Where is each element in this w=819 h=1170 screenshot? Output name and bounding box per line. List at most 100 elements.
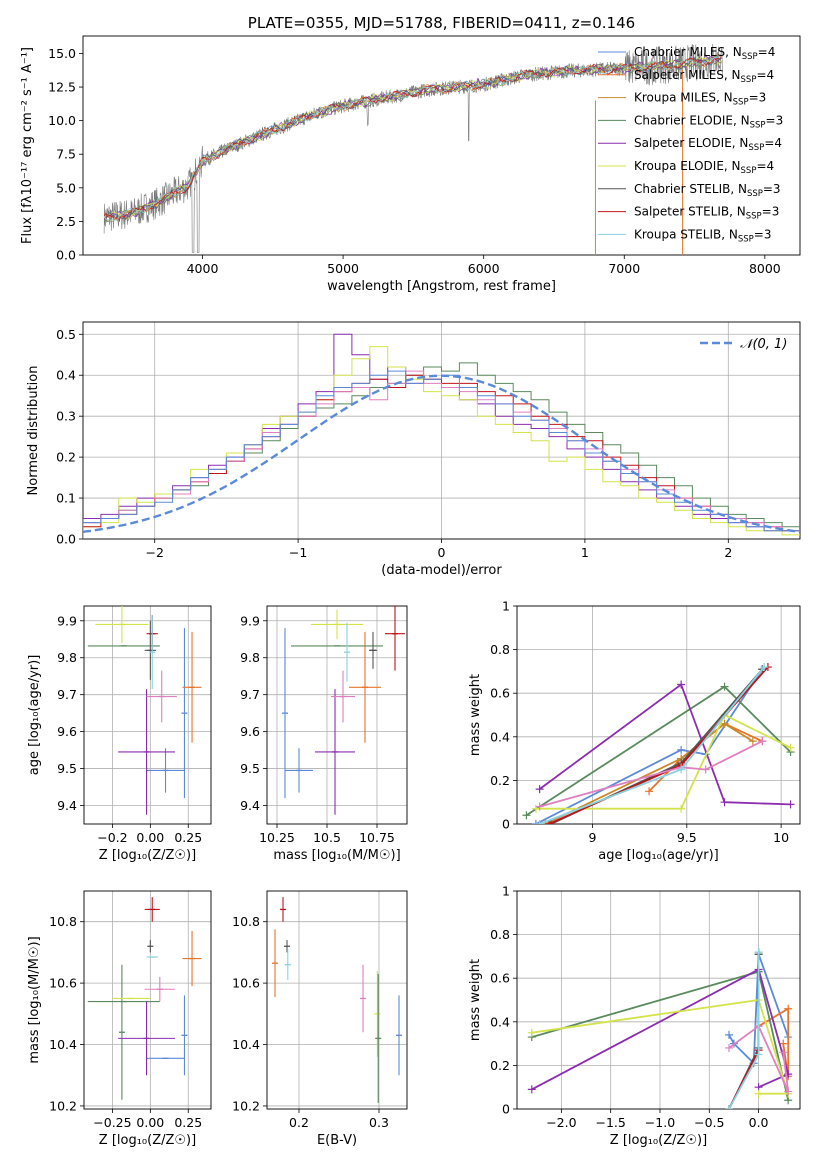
data-point — [779, 1048, 788, 1057]
x-tick-label: 4000 — [187, 261, 219, 276]
data-point — [545, 820, 554, 824]
x-tick-label: 1 — [581, 545, 589, 560]
plot-area — [282, 606, 405, 815]
data-point — [720, 682, 729, 691]
legend-entry: Kroupa STELIB, NSSP=3 — [634, 227, 772, 244]
series-line — [728, 1024, 790, 1092]
y-tick-label: 2.5 — [56, 214, 76, 229]
x-tick-label: 5000 — [327, 261, 359, 276]
y-tick-label: 0.2 — [490, 1058, 510, 1073]
histogram-series — [83, 370, 800, 539]
data-point — [535, 785, 544, 794]
axes-frame — [82, 321, 801, 540]
data-point — [677, 745, 686, 754]
plot-area — [103, 43, 723, 255]
x-axis-label: Z [log₁₀(Z/Z☉)] — [99, 1133, 196, 1148]
legend-entry: Chabrier MILES, NSSP=4 — [634, 45, 775, 62]
x-tick-label: 0.2 — [289, 1115, 309, 1130]
legend-entry: Salpeter STELIB, NSSP=3 — [634, 205, 779, 222]
data-point — [779, 1039, 788, 1048]
panel-age_vs_Z: −0.2 0.00 0.25 9.4 9.5 9.6 9.7 9.8 9.9 Z [log₁₀(Z… — [27, 605, 212, 863]
data-point — [784, 1004, 793, 1013]
x-tick-label: 9 — [588, 830, 596, 845]
grid — [84, 891, 211, 1109]
x-tick-label: 0 — [438, 545, 446, 560]
grid — [267, 891, 407, 1109]
legend-entry: Chabrier STELIB, NSSP=3 — [634, 182, 781, 199]
axes-frame — [516, 890, 801, 1110]
x-axis-label: (data-model)/error — [381, 563, 502, 578]
legend: Chabrier MILES, NSSP=4 Salpeter MILES, NS… — [598, 45, 783, 244]
legend-entry: Kroupa ELODIE, NSSP=4 — [634, 159, 774, 176]
plot-area — [272, 897, 402, 1103]
data-point — [760, 663, 769, 672]
y-tick-label: 9.6 — [57, 724, 77, 739]
model-spectrum-line — [103, 56, 722, 222]
x-tick-label: 8000 — [749, 261, 781, 276]
y-axis-label: age [log₁₀(age/yr)] — [27, 655, 42, 776]
x-tick-label: 0.25 — [174, 1115, 202, 1130]
axes-frame — [83, 605, 212, 825]
y-tick-label: 10.6 — [49, 976, 77, 991]
y-tick-label: 0.5 — [56, 327, 76, 342]
data-point — [748, 737, 757, 746]
series-line — [531, 968, 790, 1091]
data-point — [784, 1087, 793, 1096]
y-tick-label: 9.5 — [57, 761, 77, 776]
legend-entry: Kroupa MILES, NSSP=3 — [634, 91, 766, 108]
y-axis-label: mass [log₁₀(M/M☉)] — [27, 936, 42, 1063]
panel-weight_vs_Z: −2.0 −1.5 −1.0 −0.5 0.0 0 0.2 0.4 0.6 0.8 1 Z [log₁… — [468, 884, 801, 1148]
x-tick-label: 10.75 — [359, 830, 395, 845]
y-axis-label: Flux [fλ10⁻¹⁷ erg cm⁻² s⁻¹ A⁻¹] — [20, 47, 35, 244]
data-point — [720, 798, 729, 807]
model-spectrum-line — [103, 57, 722, 220]
data-point — [527, 1028, 536, 1037]
y-tick-label: 10.2 — [232, 1098, 260, 1113]
y-tick-label: 10.2 — [49, 1098, 77, 1113]
y-tick-label: 7.5 — [56, 147, 76, 162]
y-tick-label: 0.4 — [490, 1014, 510, 1029]
y-tick-label: 10.4 — [49, 1037, 77, 1052]
y-tick-label: 0.4 — [490, 729, 510, 744]
axes-frame — [266, 890, 408, 1110]
y-tick-label: 0.2 — [56, 450, 76, 465]
x-tick-label: −0.5 — [694, 1115, 724, 1130]
panel-spectrum: 4000 5000 6000 7000 8000 0.0 2.5 5.0 7.5 10.0 12.5… — [20, 14, 801, 294]
y-tick-label: 0.8 — [490, 927, 510, 942]
y-tick-label: 0.6 — [490, 971, 510, 986]
y-axis-label: mass weight — [468, 959, 483, 1041]
data-point — [725, 1043, 734, 1052]
legend-entry: Salpeter ELODIE, NSSP=4 — [634, 136, 782, 153]
y-tick-label: 9.9 — [57, 613, 77, 628]
chart-title: PLATE=0355, MJD=51788, FIBERID=0411, z=0… — [248, 14, 635, 32]
series-line — [539, 666, 765, 824]
y-tick-label: 0.8 — [490, 642, 510, 657]
y-tick-label: 9.8 — [240, 650, 260, 665]
series-line — [539, 740, 763, 808]
histogram-series — [83, 346, 800, 539]
y-tick-label: 12.5 — [48, 80, 76, 95]
legend-entry: 𝒩(0, 1) — [740, 337, 787, 352]
x-axis-label: mass [log₁₀(M/M☉)] — [273, 848, 400, 863]
y-tick-label: 0.0 — [56, 532, 76, 547]
y-tick-label: 9.4 — [240, 798, 260, 813]
series-line — [535, 668, 764, 824]
data-point — [677, 804, 686, 813]
data-point — [754, 948, 763, 957]
x-tick-label: 0.00 — [136, 1115, 164, 1130]
x-tick-label: 7000 — [608, 261, 640, 276]
data-point — [701, 765, 710, 774]
data-point — [546, 820, 555, 824]
x-tick-label: 2 — [724, 545, 732, 560]
data-point — [754, 1050, 763, 1059]
model-spectrum-line — [103, 54, 722, 222]
data-point — [725, 1105, 734, 1109]
axes-frame — [516, 605, 801, 825]
y-tick-label: 10.6 — [232, 976, 260, 991]
y-tick-label: 10.8 — [49, 914, 77, 929]
x-axis-label: E(B-V) — [317, 1133, 357, 1148]
x-tick-label: −1.0 — [645, 1115, 675, 1130]
data-point — [725, 1030, 734, 1039]
y-tick-label: 0 — [502, 817, 510, 832]
